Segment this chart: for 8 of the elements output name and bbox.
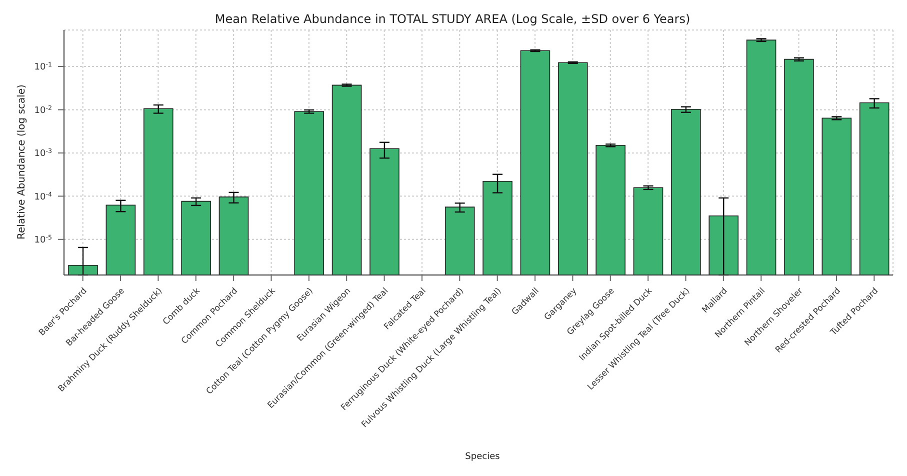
y-tick-label: 10$^{-2}$ xyxy=(34,104,52,116)
y-tick-label: 10$^{-4}$ xyxy=(34,190,52,202)
x-axis-title: Species xyxy=(464,451,501,463)
chart-title: Mean Relative Abundance in TOTAL STUDY AREA (Log Scale, ±SD over 6 Years) xyxy=(214,12,692,26)
y-tick-label: 10$^{-3}$ xyxy=(34,148,52,160)
y-tick-label: 10$^{-1}$ xyxy=(34,61,52,73)
y-tick-label: 10$^{-5}$ xyxy=(34,234,52,246)
y-axis-title: Relative Abundance (log scale) xyxy=(16,84,28,240)
